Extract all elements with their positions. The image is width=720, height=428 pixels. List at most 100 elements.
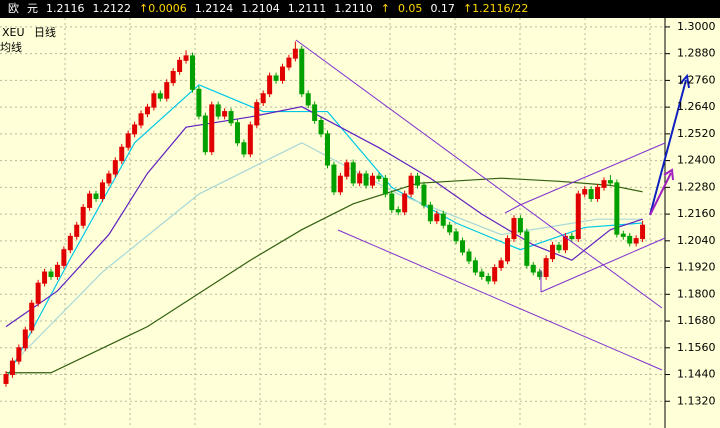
y-tick-label: 1.3000 [677, 20, 716, 33]
candle-body [170, 70, 176, 84]
candle-body [421, 184, 427, 206]
candle-body [9, 360, 15, 376]
candle-body [640, 224, 646, 240]
candle-body [177, 59, 183, 72]
candle-body [453, 231, 459, 242]
candle-body [260, 93, 266, 104]
candle-body [286, 57, 292, 68]
candle-body [222, 111, 228, 117]
candle-body [498, 260, 504, 269]
candle-body [93, 193, 99, 199]
candle-body [312, 104, 318, 122]
y-tick-label: 1.2760 [677, 73, 716, 86]
candle-body [189, 55, 195, 90]
candle-body [370, 175, 376, 186]
candle-body [395, 209, 401, 213]
trend-lines [295, 39, 666, 371]
candle-body [434, 213, 440, 222]
candle-body [132, 124, 138, 135]
y-tick-label: 1.2520 [677, 127, 716, 140]
candle-body [460, 240, 466, 253]
candle-body [234, 122, 240, 144]
y-tick-label: 1.1440 [677, 368, 716, 381]
candle-body [299, 48, 305, 95]
candle-body [408, 175, 414, 195]
candle-body [325, 133, 330, 166]
candle-body [440, 213, 446, 226]
candle-body [228, 111, 234, 124]
quote-item: 1.2110 [334, 2, 373, 15]
candle-body [80, 206, 86, 226]
y-tick-label: 1.1560 [677, 341, 716, 354]
moving-average [5, 84, 643, 380]
candle-body [543, 258, 549, 277]
candle-body [575, 193, 581, 240]
candle-body [492, 267, 498, 282]
candle-body [627, 235, 633, 244]
candle-body [601, 180, 607, 188]
candle-body [582, 189, 588, 195]
quote-item: 1.2124 [194, 2, 234, 15]
moving-average [5, 106, 643, 328]
candle-body [344, 162, 350, 177]
candle-body [151, 93, 157, 108]
candle-body [144, 106, 150, 115]
candle-body [22, 329, 28, 349]
candle-body [472, 260, 478, 273]
candle-body [138, 113, 144, 126]
candle-body [318, 120, 324, 135]
period: 日线 [34, 25, 56, 39]
candle-body [112, 160, 118, 175]
candle-body [3, 374, 9, 384]
candle-body [524, 231, 530, 266]
quote-item: 0.17 [430, 2, 455, 15]
candle-body [530, 264, 536, 273]
candle-body [350, 162, 356, 184]
candle-body [363, 173, 369, 186]
candle-body [607, 180, 613, 184]
y-tick-label: 1.1320 [677, 394, 716, 407]
candle-body [99, 182, 105, 199]
candle-body [196, 88, 202, 117]
quote-item: ↑0.0006 [139, 2, 187, 15]
y-tick-label: 1.2400 [677, 154, 716, 167]
y-tick-label: 1.2880 [677, 47, 716, 60]
marks [0, 26, 665, 402]
symbol: XEU [2, 26, 25, 39]
candle-body [292, 48, 298, 59]
candle-body [382, 177, 388, 195]
candle-body [331, 164, 337, 193]
quote-item: 1.2104 [241, 2, 280, 15]
candle-body [633, 238, 639, 244]
candle-body [209, 104, 215, 153]
candle-body [595, 186, 601, 199]
quote-item: ↑ [380, 2, 390, 15]
candle-body [511, 218, 517, 240]
candle-body [588, 189, 594, 199]
candle-body [61, 249, 67, 266]
moving-average [18, 142, 643, 358]
candle-body [267, 75, 273, 95]
candle-body [415, 175, 421, 186]
candle-body [614, 182, 620, 235]
candle-body [537, 271, 543, 277]
candle-body [164, 82, 170, 99]
candle-body [505, 238, 511, 262]
candle-body [35, 282, 41, 304]
quote-item: 元 [27, 2, 38, 15]
candle-body [247, 124, 253, 155]
quote-item: 欧 [8, 2, 19, 15]
quote-item: 0.05 [397, 2, 423, 15]
candle-body [87, 193, 93, 208]
candle-body [562, 235, 568, 251]
candle-body [16, 347, 22, 362]
candle-body [479, 271, 485, 277]
candle-body [305, 93, 311, 106]
y-tick-label: 1.2280 [677, 180, 716, 193]
candle-body [556, 244, 562, 251]
candle-body [74, 224, 80, 237]
candle-body [337, 175, 343, 193]
candle-body [29, 302, 35, 331]
moving-average [6, 177, 643, 374]
candle-body [157, 93, 163, 99]
